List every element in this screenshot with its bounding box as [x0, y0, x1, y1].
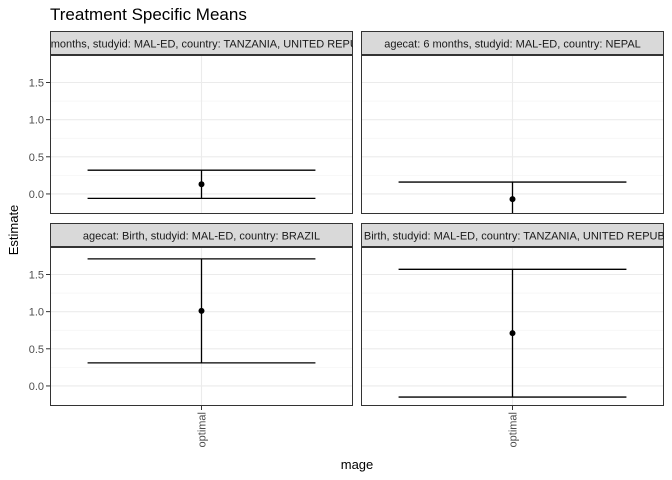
gridlines [50, 55, 353, 214]
panel-border [361, 247, 664, 406]
estimate-point [198, 181, 205, 188]
chart-title: Treatment Specific Means [50, 5, 247, 24]
panel-border [361, 55, 664, 214]
facet-panel: agecat: Birth, studyid: MAL-ED, country:… [29, 223, 353, 447]
x-axis-title: mage [341, 457, 374, 472]
gridlines [361, 55, 664, 214]
facet-panels: agecat: 6 months, studyid: MAL-ED, count… [2, 31, 672, 447]
x-tick-label: optimal [508, 412, 520, 447]
y-axis-title: Estimate [6, 205, 21, 256]
facet-strip [361, 31, 664, 55]
y-tick-label: 0.0 [29, 189, 44, 201]
panel-border [50, 55, 353, 214]
y-tick-label: 1.5 [29, 269, 44, 281]
gridlines [361, 247, 664, 406]
facet-panel: agecat: Birth, studyid: MAL-ED, country:… [325, 223, 672, 447]
facet-strip [50, 223, 353, 247]
facet-strip-label: agecat: 6 months, studyid: MAL-ED, count… [2, 39, 400, 51]
x-tick-label: optimal [197, 412, 209, 447]
estimate-point [509, 330, 516, 337]
facet-panel: agecat: 6 months, studyid: MAL-ED, count… [2, 31, 400, 214]
panel-border [50, 247, 353, 406]
y-tick-label: 1.0 [29, 115, 44, 127]
y-tick-label: 0.5 [29, 344, 44, 356]
facet-strip [50, 31, 353, 55]
facet-strip [361, 223, 664, 247]
estimate-point [509, 196, 516, 203]
facet-strip-label: agecat: 6 months, studyid: MAL-ED, count… [384, 39, 641, 51]
y-tick-label: 0.5 [29, 152, 44, 164]
facet-panel: agecat: 6 months, studyid: MAL-ED, count… [361, 31, 664, 214]
y-tick-label: 0.0 [29, 381, 44, 393]
estimate-point [198, 307, 205, 314]
facet-strip-label: agecat: Birth, studyid: MAL-ED, country:… [325, 231, 672, 243]
y-tick-label: 1.5 [29, 77, 44, 89]
y-tick-label: 1.0 [29, 307, 44, 319]
facet-strip-label: agecat: Birth, studyid: MAL-ED, country:… [83, 231, 320, 243]
gridlines [50, 247, 353, 406]
